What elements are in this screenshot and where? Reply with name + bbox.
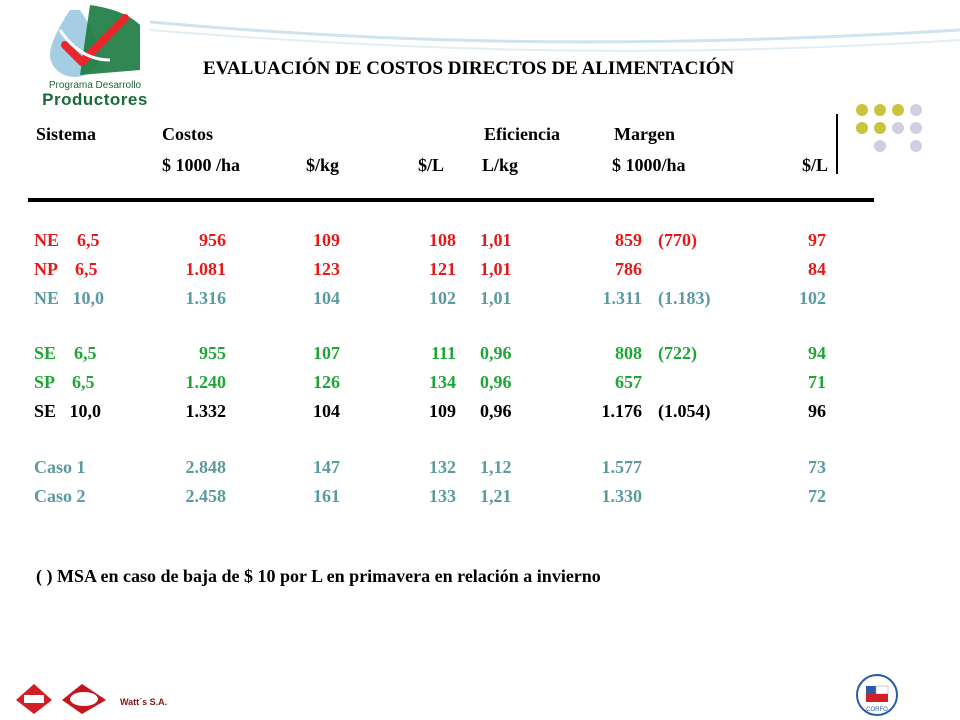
- page-title: EVALUACIÓN DE COSTOS DIRECTOS DE ALIMENT…: [203, 58, 735, 79]
- cell-ml: 96: [808, 401, 826, 421]
- cell-l: 109: [429, 401, 456, 421]
- svg-text:CORFO: CORFO: [866, 707, 888, 713]
- cell-l: 102: [429, 288, 456, 308]
- cell-kg: 107: [313, 343, 340, 363]
- cell-lkg: 1,01: [480, 230, 512, 250]
- cell-margen: 1.176: [601, 401, 643, 421]
- cell-kg: 109: [313, 230, 340, 250]
- cell-sistema: NE 6,5: [34, 230, 100, 250]
- cell-sistema: NP 6,5: [34, 259, 98, 279]
- header-unit-costo-ha: $ 1000 /ha: [162, 155, 241, 175]
- cell-l: 108: [429, 230, 456, 250]
- cell-ha: 2.848: [185, 457, 227, 477]
- header-wave-decoration: [149, 20, 960, 52]
- cell-paren: (722): [658, 343, 697, 363]
- cell-margen: 859: [615, 230, 642, 250]
- header-unit-margen-ha: $ 1000/ha: [612, 155, 686, 175]
- header-eficiencia: Eficiencia: [484, 124, 560, 144]
- cell-ml: 94: [808, 343, 826, 363]
- cell-sistema: Caso 1: [34, 457, 86, 477]
- cell-kg: 126: [313, 372, 340, 392]
- cell-l: 132: [429, 457, 456, 477]
- decorative-dots: [856, 104, 922, 152]
- header-divider: [28, 198, 874, 202]
- cell-sistema: Caso 2: [34, 486, 86, 506]
- cell-ml: 102: [799, 288, 826, 308]
- cell-margen: 808: [615, 343, 642, 363]
- drop-check-icon: [50, 5, 140, 77]
- header-unit-costo-kg: $/kg: [306, 155, 340, 175]
- cell-kg: 147: [313, 457, 340, 477]
- cell-kg: 104: [313, 401, 340, 421]
- cell-kg: 161: [313, 486, 340, 506]
- cell-paren: (1.054): [658, 401, 711, 421]
- cell-sistema: NE 10,0: [34, 288, 105, 308]
- cell-ha: 956: [199, 230, 226, 250]
- cell-lkg: 1,12: [480, 457, 512, 477]
- unimarc-logo: [16, 684, 52, 714]
- cell-margen: 786: [615, 259, 642, 279]
- cell-ml: 71: [808, 372, 826, 392]
- cell-ha: 1.316: [185, 288, 227, 308]
- cell-paren: (1.183): [658, 288, 711, 308]
- cell-l: 111: [430, 343, 456, 363]
- footer-brand-logos: [16, 684, 106, 714]
- cell-margen: 1.311: [602, 288, 642, 308]
- cell-ha: 1.240: [185, 372, 227, 392]
- cell-l: 134: [429, 372, 456, 392]
- cell-l: 121: [429, 259, 456, 279]
- cell-lkg: 0,96: [480, 401, 512, 421]
- cell-ml: 73: [808, 457, 826, 477]
- logo-text-line2: Productores: [42, 90, 148, 109]
- cell-margen: 1.577: [601, 457, 643, 477]
- cell-sistema: SE 6,5: [34, 343, 97, 363]
- cell-ha: 2.458: [185, 486, 227, 506]
- cell-ha: 1.081: [185, 259, 227, 279]
- cell-ml: 97: [808, 230, 826, 250]
- header-vertical-divider: [836, 114, 838, 174]
- cell-kg: 104: [313, 288, 340, 308]
- cell-ml: 72: [808, 486, 826, 506]
- cell-kg: 123: [313, 259, 340, 279]
- corfo-logo: CORFO: [856, 674, 898, 716]
- cell-lkg: 1,21: [480, 486, 512, 506]
- cell-ml: 84: [808, 259, 826, 279]
- header-unit-margen-l: $/L: [802, 155, 829, 175]
- cell-lkg: 0,96: [480, 372, 512, 392]
- header-costos: Costos: [162, 124, 214, 144]
- footnote: ( ) MSA en caso de baja de $ 10 por L en…: [36, 566, 601, 586]
- logo-text-line1: Programa Desarrollo: [48, 80, 142, 91]
- header-margen: Margen: [614, 124, 675, 144]
- cell-ha: 1.332: [185, 401, 227, 421]
- cell-l: 133: [429, 486, 456, 506]
- cell-paren: (770): [658, 230, 697, 250]
- cell-sistema: SP 6,5: [34, 372, 95, 392]
- cell-margen: 1.330: [601, 486, 643, 506]
- calo-logo: [62, 684, 106, 714]
- cell-lkg: 1,01: [480, 259, 512, 279]
- cell-sistema: SE 10,0: [34, 401, 102, 421]
- header-unit-costo-l: $/L: [418, 155, 445, 175]
- cell-lkg: 1,01: [480, 288, 512, 308]
- cell-lkg: 0,96: [480, 343, 512, 363]
- header-sistema: Sistema: [36, 124, 96, 144]
- watts-logo-text: Watt´s S.A.: [120, 697, 168, 707]
- header-unit-eficiencia: L/kg: [482, 155, 519, 175]
- program-logo: Programa Desarrollo Productores: [30, 0, 160, 120]
- cell-margen: 657: [615, 372, 642, 392]
- cell-ha: 955: [199, 343, 226, 363]
